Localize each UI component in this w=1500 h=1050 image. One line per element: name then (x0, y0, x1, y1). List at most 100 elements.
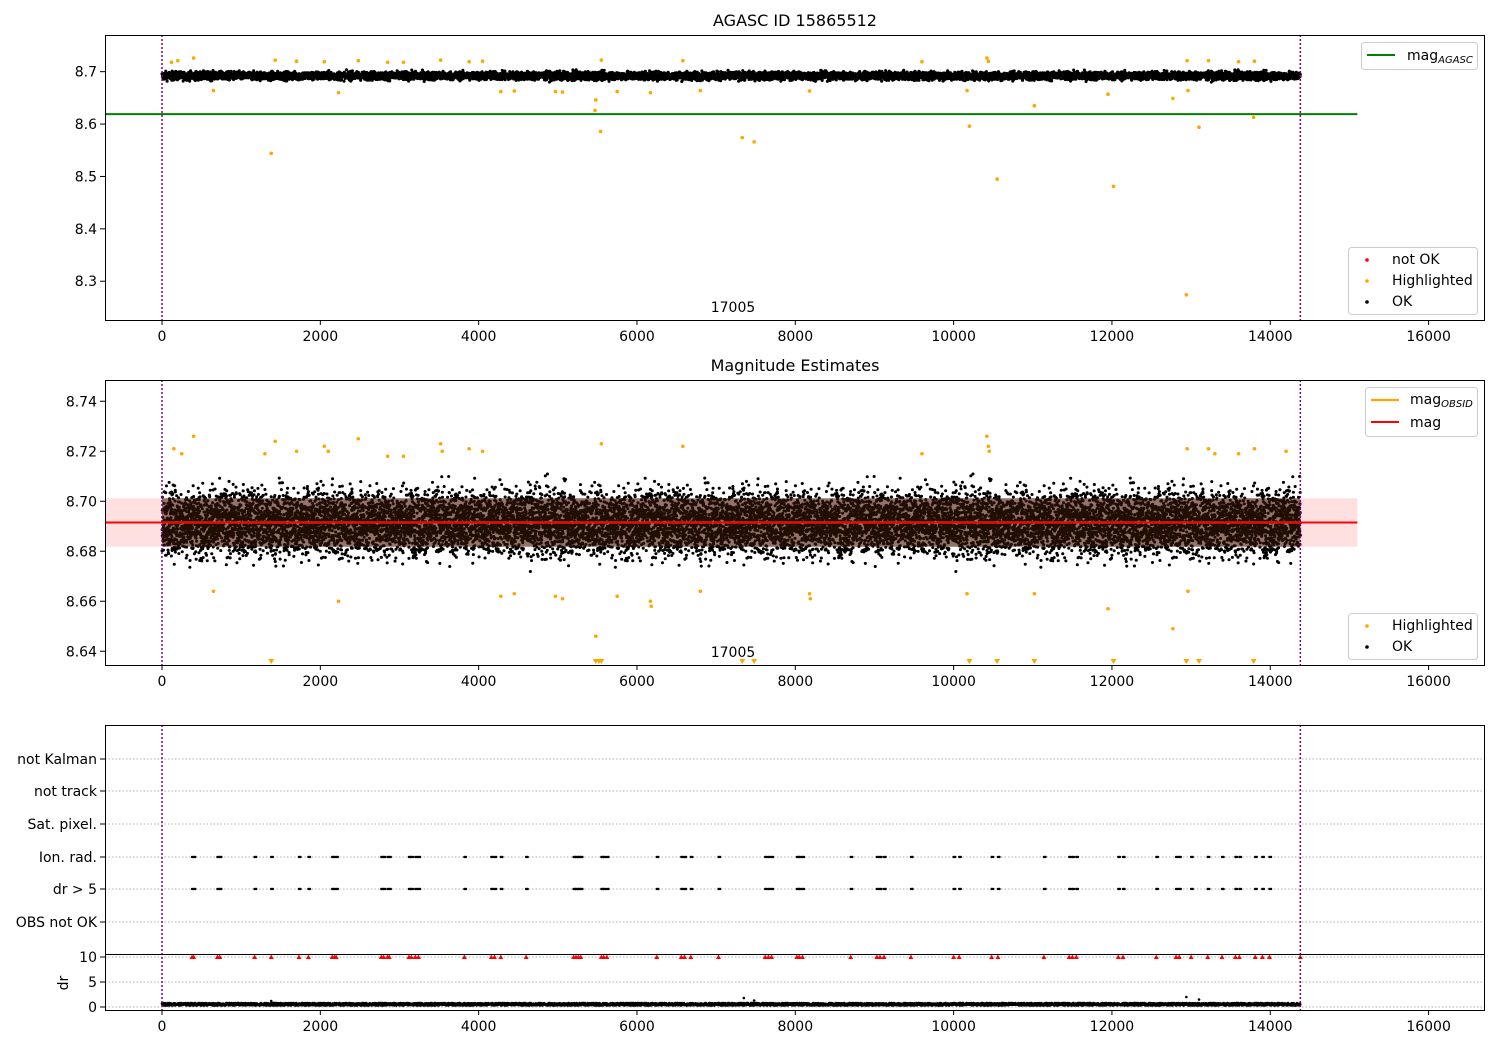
agasc-x-tick-label: 10000 (931, 329, 976, 345)
magnitude-obsid-label: 17005 (711, 645, 756, 661)
dr-clipped-marker (412, 954, 418, 959)
agasc-highlighted-point (920, 59, 924, 64)
agasc-y-tick-label: 8.3 (75, 274, 97, 290)
magnitude-highlighted-point (499, 594, 503, 599)
agasc-highlighted-point (985, 56, 989, 60)
agasc-highlighted-point (211, 88, 216, 93)
dr-clipped-marker (1188, 954, 1194, 959)
dr-clipped-marker (1069, 954, 1075, 959)
magnitude-highlighted-point (326, 449, 331, 454)
agasc-y-tick-label: 8.5 (75, 169, 97, 185)
agasc-highlighted-point (294, 59, 299, 63)
magnitude-clipped-marker (1110, 659, 1117, 664)
agasc-x-tick-label: 14000 (1248, 329, 1293, 345)
magnitude-highlighted-point (560, 596, 565, 601)
magnitude-highlighted-point (263, 451, 267, 456)
magnitude-highlighted-point (965, 591, 969, 596)
magnitude-highlighted-point (294, 449, 299, 454)
dr-clipped-marker (678, 954, 684, 959)
magnitude-y-tick-label: 8.74 (66, 394, 97, 410)
dr-clipped-marker (1120, 954, 1126, 959)
agasc-highlighted-point (681, 58, 685, 63)
magnitude-highlighted-point (480, 449, 485, 454)
legend-highlighted-label: Highlighted (1392, 273, 1473, 289)
magnitude-highlighted-point (401, 454, 406, 459)
legend-not-ok-label: not OK (1392, 252, 1440, 268)
dr-clipped-marker (1259, 954, 1265, 959)
magnitude-y-tick-label: 8.70 (66, 494, 97, 510)
magnitude-highlighted-point (1236, 451, 1241, 456)
dr-clipped-marker (1153, 954, 1159, 959)
magnitude-x-tick-label: 10000 (931, 674, 976, 690)
agasc-point-legend: not OK Highlighted OK (1348, 247, 1478, 315)
agasc-highlighted-point (995, 177, 999, 181)
flags-x-tick-label: 8000 (777, 1019, 813, 1035)
legend-not-ok-marker (1365, 258, 1369, 262)
legend-mag-label: mag (1410, 415, 1441, 431)
flags-x-tick-label: 12000 (1090, 1019, 1135, 1035)
dr-clipped-marker (491, 954, 497, 959)
magnitude-highlighted-point (987, 449, 992, 454)
dr-clipped-marker (995, 954, 1001, 959)
agasc-highlighted-point (1111, 184, 1116, 189)
dr-clipped-marker (654, 954, 660, 959)
flag-row-label: not Kalman (17, 752, 97, 768)
magnitude-highlighted-point (1213, 451, 1217, 456)
legend-ok-label-2: OK (1392, 639, 1413, 655)
agasc-highlighted-point (752, 140, 756, 144)
flags-x-tick-label: 10000 (931, 1019, 976, 1035)
legend-highlighted-label-2: Highlighted (1392, 618, 1473, 634)
dr-clipped-marker (989, 954, 995, 959)
dr-spike-point (1197, 998, 1201, 1001)
dr-clipped-marker (799, 954, 805, 959)
dr-clipped-marker (956, 954, 962, 959)
magnitude-panel: Magnitude Estimates 0 2000 4000 6000 8000 100… (66, 356, 1485, 690)
magnitude-highlighted-point (648, 599, 653, 604)
magnitude-clipped-marker (1183, 659, 1190, 664)
dr-clipped-marker (415, 954, 421, 959)
dr-clipped-marker (1176, 954, 1182, 959)
dr-spike-point (269, 999, 273, 1003)
flags-x-tick-label: 14000 (1248, 1019, 1293, 1035)
agasc-x-tick-label: 8000 (777, 329, 813, 345)
magnitude-clipped-marker (268, 659, 275, 664)
dr-clipped-marker (408, 954, 414, 959)
magnitude-highlighted-point (594, 634, 598, 639)
magnitude-highlighted-point (172, 446, 176, 451)
agasc-highlighted-point (1236, 59, 1241, 64)
magnitude-highlighted-point (211, 589, 216, 594)
magnitude-highlighted-point (985, 434, 989, 439)
agasc-highlighted-point (594, 98, 598, 102)
agasc-x-tick-label: 12000 (1090, 329, 1135, 345)
dr-clipped-marker (1115, 954, 1121, 959)
dr-clipped-marker (268, 954, 274, 959)
dr-clipped-marker (716, 954, 722, 959)
magnitude-clipped-marker (1031, 659, 1038, 664)
magnitude-clipped-marker (994, 659, 1001, 664)
magnitude-highlighted-point (698, 589, 703, 594)
magnitude-x-tick-label: 2000 (303, 674, 339, 690)
dr-clipped-marker (951, 954, 957, 959)
magnitude-highlighted-point (1206, 446, 1211, 451)
dr-y-tick-label: 10 (79, 950, 97, 966)
agasc-title: AGASC ID 15865512 (713, 11, 877, 30)
magnitude-x-tick-label: 4000 (461, 674, 497, 690)
flags-x-tick-label: 16000 (1406, 1019, 1451, 1035)
dr-spike-point (752, 999, 756, 1002)
magnitude-highlighted-point (986, 444, 991, 449)
agasc-x-tick-label: 16000 (1406, 329, 1451, 345)
dr-clipped-marker (1266, 954, 1272, 959)
dr-clipped-marker (523, 954, 529, 959)
dr-clipped-marker (386, 954, 392, 959)
agasc-y-tick-label: 8.7 (75, 65, 97, 81)
dr-clipped-marker (765, 954, 771, 959)
magnitude-highlighted-point (512, 591, 517, 596)
agasc-highlighted-point (322, 59, 327, 64)
legend-highlighted-marker-2 (1365, 624, 1369, 628)
agasc-highlighted-point (273, 58, 277, 62)
magnitude-highlighted-point (1171, 626, 1175, 631)
agasc-highlighted-point (512, 89, 517, 93)
dr-clipped-marker (908, 954, 914, 959)
dr-clipped-marker (1173, 954, 1179, 959)
agasc-highlighted-point (1251, 115, 1256, 120)
